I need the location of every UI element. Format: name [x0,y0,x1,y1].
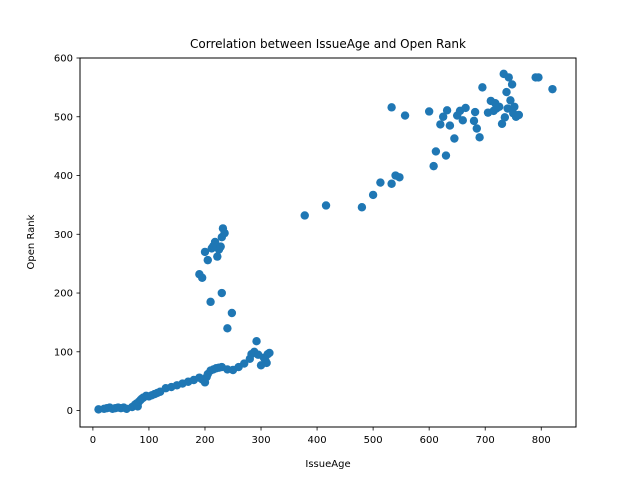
chart-title: Correlation between IssueAge and Open Ra… [190,37,466,51]
scatter-point [548,84,557,94]
scatter-point [203,255,212,265]
points-group [94,69,557,414]
scatter-point [206,297,215,307]
scatter-point [504,73,513,82]
scatter-point [445,121,455,130]
y-tick-label: 400 [54,171,73,182]
scatter-point [300,211,309,220]
scatter-point [507,80,517,89]
y-tick-label: 600 [54,54,73,65]
scatter-point [262,358,271,368]
x-tick-label: 200 [195,435,214,446]
scatter-point [400,111,410,120]
x-tick-label: 400 [308,435,327,446]
scatter-point [227,308,237,318]
scatter-point [514,110,524,120]
scatter-point [470,107,480,117]
scatter-point [240,359,249,368]
scatter-point [450,134,459,143]
scatter-point [429,161,438,171]
x-tick-label: 0 [90,435,96,446]
scatter-point [502,87,511,97]
scatter-point [472,124,481,133]
y-tick-label: 100 [54,347,73,358]
scatter-point [431,147,441,156]
y-tick-label: 500 [54,112,73,123]
scatter-point [534,73,543,82]
y-tick-label: 200 [54,289,73,300]
scatter-point [265,348,274,358]
x-tick-label: 800 [532,435,551,446]
scatter-point [213,252,222,261]
scatter-point [200,247,210,257]
scatter-point [223,324,232,333]
x-tick-label: 600 [420,435,439,446]
y-axis-label: Open Rank [26,214,37,269]
scatter-point [376,178,385,187]
plot-frame [79,57,577,428]
scatter-point [438,112,448,121]
scatter-point [495,102,504,111]
x-tick-label: 100 [139,435,158,446]
scatter-point [469,116,479,126]
y-tick-label: 300 [54,230,73,241]
scatter-point [503,104,512,113]
y-tick-label: 0 [67,406,73,417]
scatter-point [387,179,396,188]
tick-group: 0 100 200 300 400 500 600 700 800 0 100 200 300 400 50… [54,54,551,447]
scatter-point [500,113,510,122]
x-axis-label: IssueAge [305,459,350,470]
scatter-point [321,201,331,210]
scatter-point [442,106,452,115]
scatter-point [424,107,434,116]
scatter-point [220,228,229,238]
scatter-point [436,120,445,129]
x-tick-label: 500 [364,435,383,446]
scatter-point [197,273,207,282]
x-tick-label: 300 [251,435,270,446]
scatter-point [216,242,225,251]
scatter-point [478,83,487,92]
scatter-point [497,119,507,129]
scatter-point [357,203,367,212]
scatter-point [458,116,467,125]
scatter-point [395,173,404,182]
scatter-point [506,96,515,105]
scatter-point [217,288,226,298]
scatter-point [368,190,378,200]
scatter-point [510,102,519,111]
scatter-point [475,133,484,142]
x-tick-label: 700 [476,435,495,446]
scatter-point [387,103,396,112]
scatter-point [441,151,451,160]
scatter-point [252,337,261,346]
scatter-point [461,103,470,113]
